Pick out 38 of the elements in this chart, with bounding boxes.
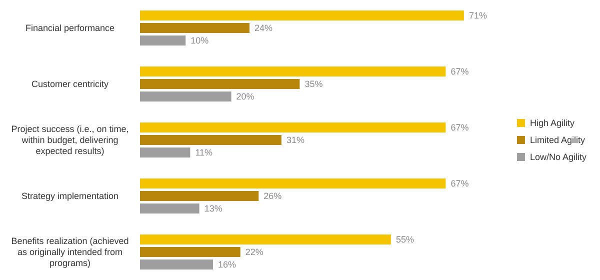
data-label: 10% [190, 36, 209, 46]
data-label: 31% [286, 135, 304, 145]
bar [140, 148, 190, 158]
y-tick-label: Customer centricity [31, 79, 110, 89]
legend-label: Limited Agility [530, 135, 586, 145]
bar [140, 36, 186, 46]
data-label: 26% [264, 191, 282, 201]
data-label: 22% [245, 247, 264, 257]
bar [140, 135, 282, 145]
bar [140, 66, 446, 76]
y-tick-label: Strategy implementation [21, 191, 119, 201]
data-label: 35% [304, 79, 323, 89]
data-label: 13% [204, 204, 222, 214]
data-label: 55% [396, 234, 414, 244]
bar [140, 178, 446, 188]
bar [140, 23, 250, 33]
y-tick-label: Financial performance [25, 23, 115, 33]
bar [140, 191, 259, 201]
data-label: 20% [236, 92, 254, 102]
y-tick-label: Benefits realization (achieved as originally intended from programs) [11, 236, 129, 268]
data-label: 67% [450, 122, 469, 132]
legend-label: High Agility [530, 118, 575, 128]
bar [140, 79, 300, 89]
data-label: 67% [450, 66, 469, 76]
data-label: 67% [450, 178, 469, 188]
bar [140, 122, 446, 132]
data-label: 16% [218, 260, 236, 270]
bar [140, 234, 391, 244]
bar [140, 247, 240, 257]
data-label: 71% [468, 10, 487, 20]
bar [140, 92, 232, 102]
bar [140, 260, 213, 270]
y-tick-label: Project success (i.e., on time, within budget, delivering expected results) [11, 124, 129, 156]
bar [140, 204, 200, 214]
data-label: 11% [195, 148, 213, 158]
bar [140, 10, 464, 20]
legend-label: Low/No Agility [530, 152, 588, 162]
data-label: 24% [254, 23, 273, 33]
